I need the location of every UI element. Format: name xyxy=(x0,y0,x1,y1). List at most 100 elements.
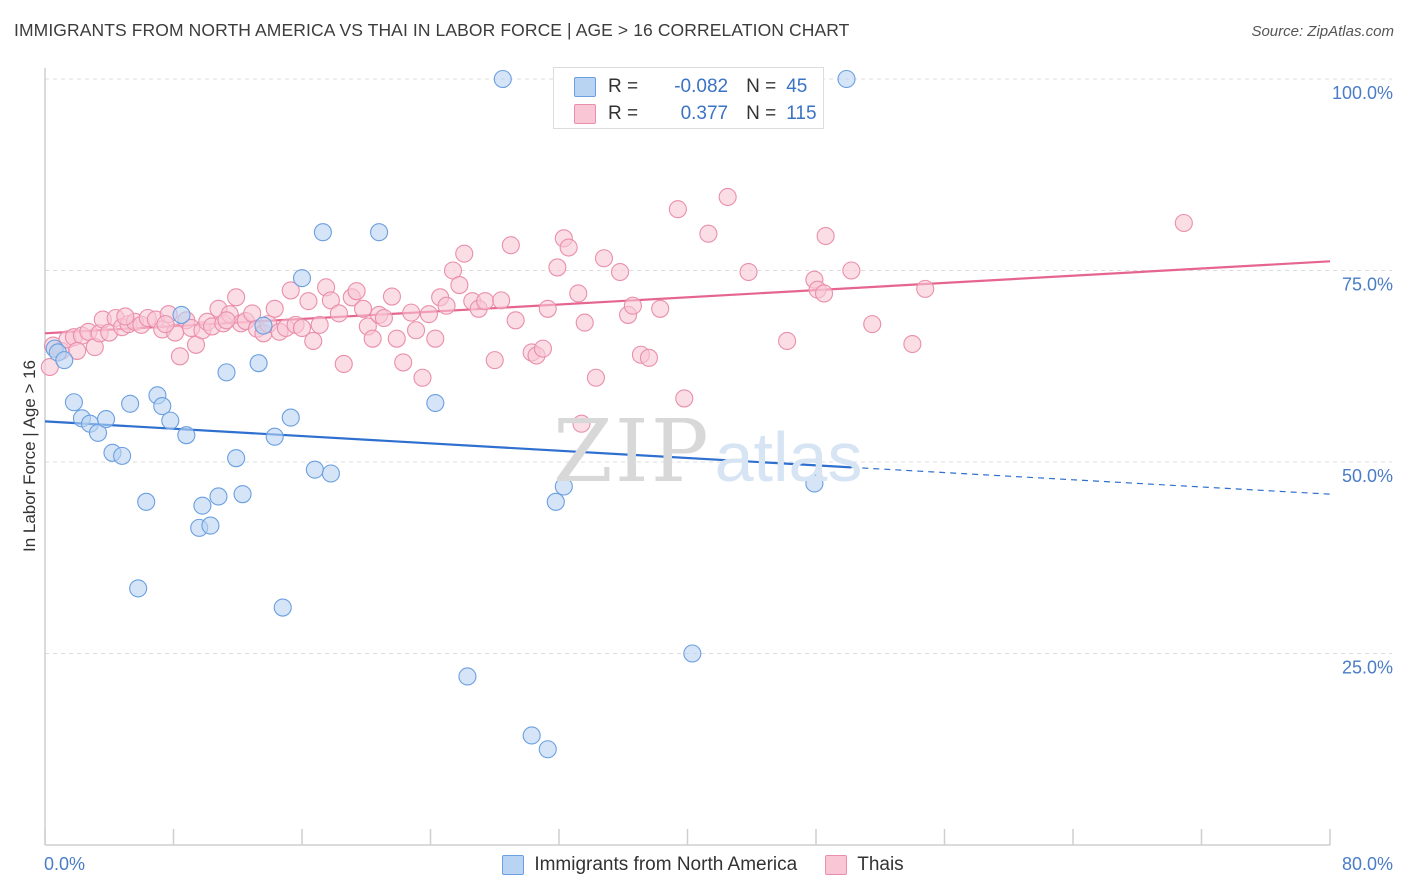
north-america-point xyxy=(273,598,292,617)
thais-point xyxy=(610,262,630,282)
north-america-point xyxy=(305,460,324,479)
north-america-point xyxy=(458,667,477,686)
n-label: N = xyxy=(746,103,777,124)
thais-point xyxy=(394,353,413,372)
north-america-point xyxy=(217,363,236,382)
thais-point xyxy=(639,348,659,367)
north-america-point xyxy=(370,223,389,242)
n-value: 45 xyxy=(786,76,808,97)
north-america-point xyxy=(161,411,180,430)
thais-point xyxy=(903,334,922,354)
thais-point xyxy=(310,315,329,334)
thais-point xyxy=(419,305,438,324)
thais-point xyxy=(501,236,520,255)
y-tick-label: 50.0% xyxy=(1342,466,1393,486)
thais-point xyxy=(675,389,694,408)
thais-point xyxy=(699,224,718,243)
thais-point xyxy=(413,368,432,387)
blue-swatch xyxy=(502,855,525,875)
north-america-point xyxy=(249,354,268,373)
north-america-point xyxy=(426,393,445,413)
thais-point xyxy=(450,276,469,295)
thais-point xyxy=(437,296,456,315)
thais-point xyxy=(718,187,737,207)
thais-point xyxy=(575,313,594,332)
north-america-point xyxy=(193,496,212,515)
thais-point xyxy=(485,351,504,370)
x-tick-label: 80.0% xyxy=(1342,854,1393,874)
thais-point xyxy=(739,262,758,282)
north-america-point xyxy=(522,726,541,745)
n-value: 115 xyxy=(786,103,817,124)
north-america-point xyxy=(233,485,252,504)
r-value: -0.082 xyxy=(674,76,729,97)
thais-point xyxy=(374,308,393,328)
north-america-point xyxy=(313,223,332,242)
thais-point xyxy=(329,304,348,323)
thais-point xyxy=(426,329,445,348)
north-america-point xyxy=(172,305,191,324)
thais-point xyxy=(594,249,614,268)
thais-point xyxy=(68,341,87,360)
thais-point xyxy=(281,281,300,300)
thais-point xyxy=(586,368,605,387)
thais-point xyxy=(814,284,834,303)
thais-point xyxy=(227,288,246,307)
thais-point xyxy=(668,200,687,219)
pink-swatch xyxy=(825,855,848,875)
north-america-point xyxy=(254,316,273,335)
thais-point xyxy=(406,321,426,340)
thais-point xyxy=(40,357,59,377)
legend-item-thais[interactable]: Thais xyxy=(825,854,904,876)
y-tick-label: 100.0% xyxy=(1332,83,1393,103)
north-america-point xyxy=(321,464,340,483)
legend-row-thais: R = 0.377 N = 115 xyxy=(574,102,817,126)
thais-point xyxy=(778,331,797,351)
north-america-point xyxy=(137,492,156,511)
thais-point xyxy=(116,307,135,326)
correlation-legend: R = -0.082 N = 45 R = 0.377 N = 115 xyxy=(553,67,824,129)
thais-point xyxy=(559,238,578,257)
r-value: 0.377 xyxy=(680,103,729,124)
north-america-point xyxy=(96,410,116,429)
north-america-point xyxy=(554,477,573,496)
thais-point xyxy=(156,315,175,334)
north-america-point xyxy=(546,492,565,511)
thais-point xyxy=(623,296,642,315)
north-america-point xyxy=(265,427,284,446)
north-america-point xyxy=(88,423,108,442)
thais-point xyxy=(347,282,366,301)
thais-point xyxy=(1174,213,1193,233)
legend-item-north-america[interactable]: Immigrants from North America xyxy=(502,854,797,876)
thais-point xyxy=(476,292,495,311)
thais-point xyxy=(292,318,312,338)
thais-point xyxy=(538,299,557,318)
tick-labels: 25.0% 50.0% 75.0% 100.0% 0.0% 80.0% xyxy=(44,83,1393,874)
pink-swatch xyxy=(574,104,596,124)
legend-label: Immigrants from North America xyxy=(534,854,798,875)
north-america-point xyxy=(55,351,74,370)
thais-point xyxy=(321,291,340,310)
north-america-point xyxy=(837,69,856,89)
north-america-point xyxy=(493,69,512,89)
thais-point xyxy=(506,311,525,330)
north-america-point xyxy=(129,579,148,598)
thais-point xyxy=(533,339,552,358)
chart-title: IMMIGRANTS FROM NORTH AMERICA VS THAI IN… xyxy=(14,20,850,40)
north-america-point xyxy=(153,397,172,416)
thais-point xyxy=(569,284,588,303)
north-america-point xyxy=(805,474,824,493)
axes xyxy=(44,68,1331,846)
y-tick-label: 25.0% xyxy=(1342,658,1393,678)
data-points xyxy=(40,69,1193,759)
north-america-point xyxy=(209,487,228,506)
thais-point xyxy=(572,414,591,433)
thais-point xyxy=(170,347,189,366)
series-legend: Immigrants from North America Thais xyxy=(0,852,1406,878)
thais-point xyxy=(916,279,935,298)
thais-point xyxy=(265,299,284,318)
thais-point xyxy=(492,291,511,310)
thais-point xyxy=(304,331,323,351)
thais-point xyxy=(334,354,353,374)
